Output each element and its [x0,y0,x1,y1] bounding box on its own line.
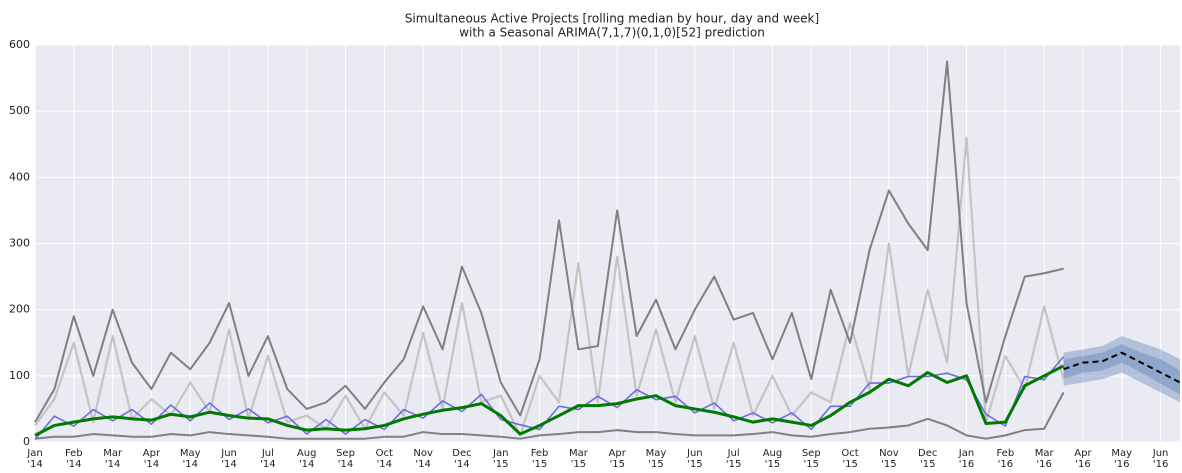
y-tick-label: 200 [9,303,30,316]
chart-title: Simultaneous Active Projects [rolling me… [405,12,819,26]
x-tick-label: Jun '16 [1152,448,1169,470]
x-tick-label: Mar '16 [1034,448,1054,470]
x-tick-label: Sep '14 [336,448,355,470]
x-tick-label: Feb '16 [996,448,1015,470]
x-tick-label: Aug '14 [296,448,317,470]
x-tick-label: Jul '15 [725,448,742,470]
x-tick-label: Jan '16 [958,448,975,470]
x-tick-label: Dec '15 [918,448,938,470]
x-tick-label: Jun '15 [687,448,703,470]
y-tick-label: 600 [9,38,30,51]
x-tick-label: Dec '14 [452,448,472,470]
x-tick-label: Apr '15 [608,448,626,470]
x-tick-label: Oct '15 [841,448,859,470]
series-line [34,136,1065,437]
x-tick-label: May '14 [179,448,201,470]
series-line [34,391,1065,440]
x-tick-label: Jan '15 [493,448,509,470]
chart-subtitle: with a Seasonal ARIMA(7,1,7)(0,1,0)[52] … [459,26,765,40]
x-tick-label: Jun '14 [221,448,237,470]
x-tick-label: May '16 [1111,448,1133,470]
x-tick-label: Nov '14 [413,448,433,470]
x-tick-label: Sep '15 [801,448,821,470]
x-tick-label: May '15 [645,448,667,470]
prediction-band [1063,344,1180,395]
x-tick-label: Apr '16 [1074,448,1092,470]
x-tick-label: Nov '15 [879,448,899,470]
x-tick-label: Jan '14 [27,448,43,470]
y-tick-label: 400 [9,170,30,183]
x-tick-label: Mar '15 [568,448,588,470]
x-tick-label: Feb '15 [530,448,549,470]
x-tick-label: Oct '14 [375,448,393,470]
series-line [34,60,1064,423]
x-tick-label: Mar '14 [103,448,123,470]
series-line [34,364,1065,437]
x-tick-label: Feb '14 [64,448,83,470]
y-tick-label: 300 [9,237,30,250]
prediction-band [1063,336,1180,403]
x-tick-label: Aug '15 [762,448,783,470]
y-tick-label: 500 [9,104,30,117]
y-tick-label: 100 [9,369,30,382]
x-tick-label: Jul '14 [260,448,276,470]
series-line [34,356,1065,440]
x-tick-label: Apr '14 [142,448,161,470]
series-line [1063,351,1181,384]
y-tick-label: 0 [23,435,30,448]
